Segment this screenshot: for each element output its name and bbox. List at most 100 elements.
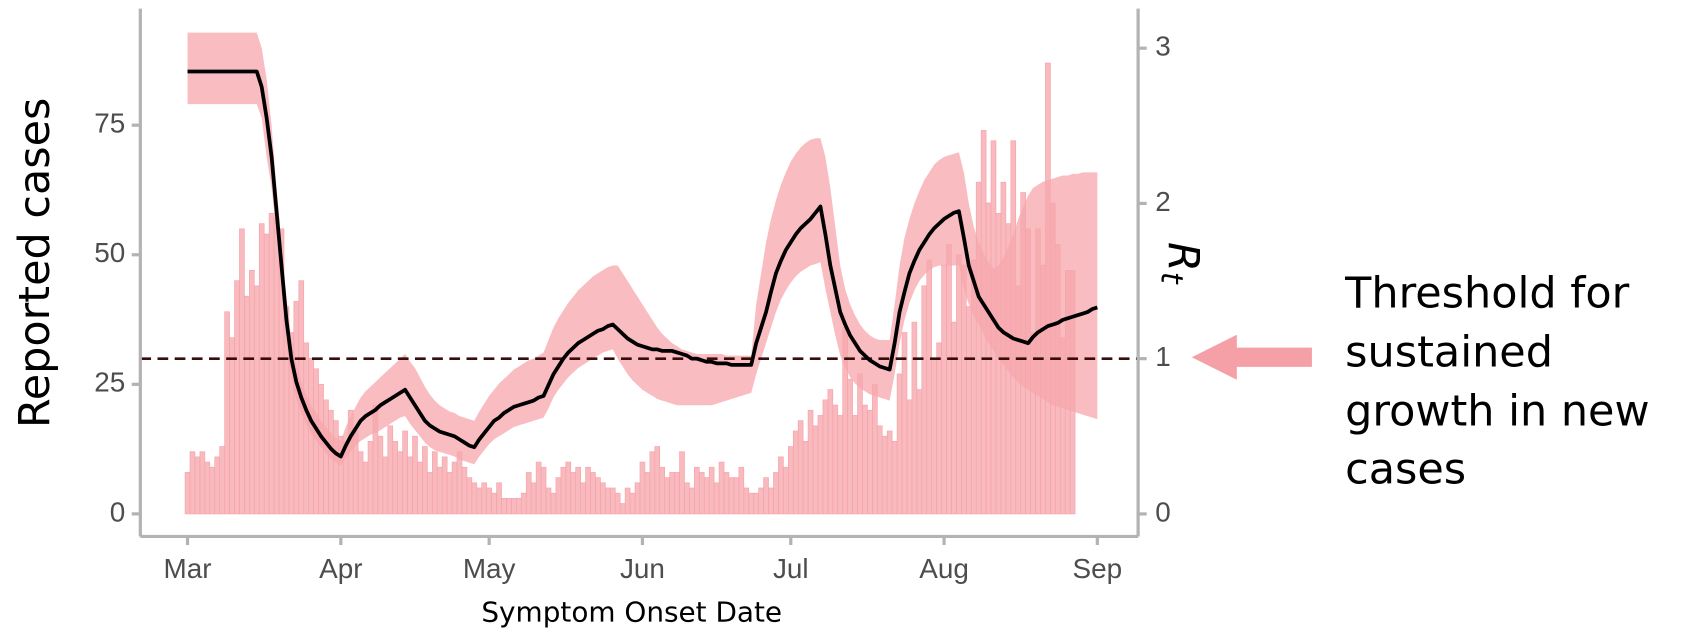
x-tick-label: Mar	[164, 553, 212, 584]
y2-tick-label: 3	[1155, 31, 1171, 62]
bar	[822, 399, 829, 515]
bar	[234, 280, 240, 515]
bar	[530, 482, 537, 515]
bar	[728, 477, 735, 515]
bar	[946, 244, 952, 515]
bar	[649, 451, 656, 515]
y-tick-label: 25	[94, 367, 125, 398]
bar	[669, 472, 675, 515]
bar	[718, 461, 725, 515]
bar	[743, 487, 750, 515]
bar	[333, 420, 339, 515]
bar	[941, 264, 947, 515]
bar	[308, 358, 314, 515]
bar	[768, 487, 774, 515]
bar	[244, 295, 250, 515]
bar	[431, 451, 438, 515]
bar	[817, 415, 824, 515]
bar	[852, 415, 858, 515]
annotation-line: sustained	[1345, 328, 1553, 378]
bar	[585, 466, 591, 515]
bar	[293, 301, 300, 515]
bar	[471, 482, 478, 515]
bar	[506, 498, 512, 515]
bar	[703, 477, 710, 515]
bar	[263, 233, 270, 515]
bar	[956, 254, 962, 515]
bar	[525, 472, 532, 515]
x-tick-label: Jul	[773, 553, 809, 584]
x-axis-label: Symptom Onset Date	[481, 596, 782, 629]
bar	[931, 358, 937, 515]
bar	[204, 461, 211, 515]
y-tick-label: 50	[94, 237, 125, 268]
bar	[590, 472, 596, 515]
bar	[565, 461, 572, 515]
bar	[436, 466, 443, 515]
bar	[876, 425, 883, 515]
bar	[872, 384, 878, 515]
bar	[639, 461, 646, 515]
bar	[407, 456, 413, 515]
bar	[995, 212, 1002, 515]
bar	[713, 482, 720, 515]
x-tick-label: Apr	[319, 553, 362, 584]
bar	[273, 218, 280, 515]
bar	[402, 430, 408, 515]
bar	[733, 477, 740, 515]
y2-tick-label: 2	[1155, 186, 1171, 217]
bar	[792, 430, 799, 515]
bar	[807, 409, 814, 515]
bar	[965, 306, 972, 515]
bar	[595, 477, 601, 515]
bar	[684, 482, 690, 515]
bar	[961, 264, 967, 515]
bar	[837, 415, 844, 515]
bar	[609, 487, 616, 515]
bar	[427, 472, 433, 515]
bar	[239, 228, 245, 515]
bar	[194, 456, 201, 515]
bar	[906, 399, 913, 515]
plot-area: 0 25 50 75 0 1 2 3 Mar Apr May Jun Jul Aug Sep	[94, 8, 1171, 584]
y-axis-label: Reported cases	[10, 98, 60, 429]
bar	[357, 451, 364, 515]
bar	[560, 466, 567, 515]
bar	[486, 487, 492, 515]
bar	[367, 441, 374, 515]
y-tick-label: 0	[110, 496, 126, 527]
bar	[951, 321, 957, 515]
y2-axis-label: Rt	[1154, 242, 1209, 285]
bar	[891, 441, 898, 515]
bar	[412, 435, 418, 515]
annotation-line: Threshold for	[1344, 269, 1629, 319]
bar	[867, 409, 873, 515]
bar	[392, 441, 399, 515]
bar	[832, 404, 839, 515]
bar	[451, 461, 458, 515]
bar	[535, 461, 542, 515]
bar	[422, 446, 428, 515]
bar	[446, 472, 453, 515]
bar	[540, 466, 547, 515]
bar	[545, 487, 552, 515]
bar	[199, 451, 206, 515]
bar	[758, 487, 764, 515]
bar	[328, 409, 334, 515]
bar	[550, 492, 557, 515]
bar	[377, 435, 384, 515]
bar	[575, 466, 581, 515]
bar	[921, 285, 928, 515]
bar	[219, 446, 225, 515]
bar	[600, 482, 606, 515]
bar	[253, 285, 260, 515]
bar	[936, 342, 942, 515]
bar	[387, 425, 394, 515]
bar	[723, 472, 730, 515]
bar	[802, 441, 809, 515]
bar	[555, 477, 562, 515]
y2-label-sub: t	[1154, 272, 1189, 285]
bar	[857, 373, 863, 515]
bar	[862, 404, 868, 515]
